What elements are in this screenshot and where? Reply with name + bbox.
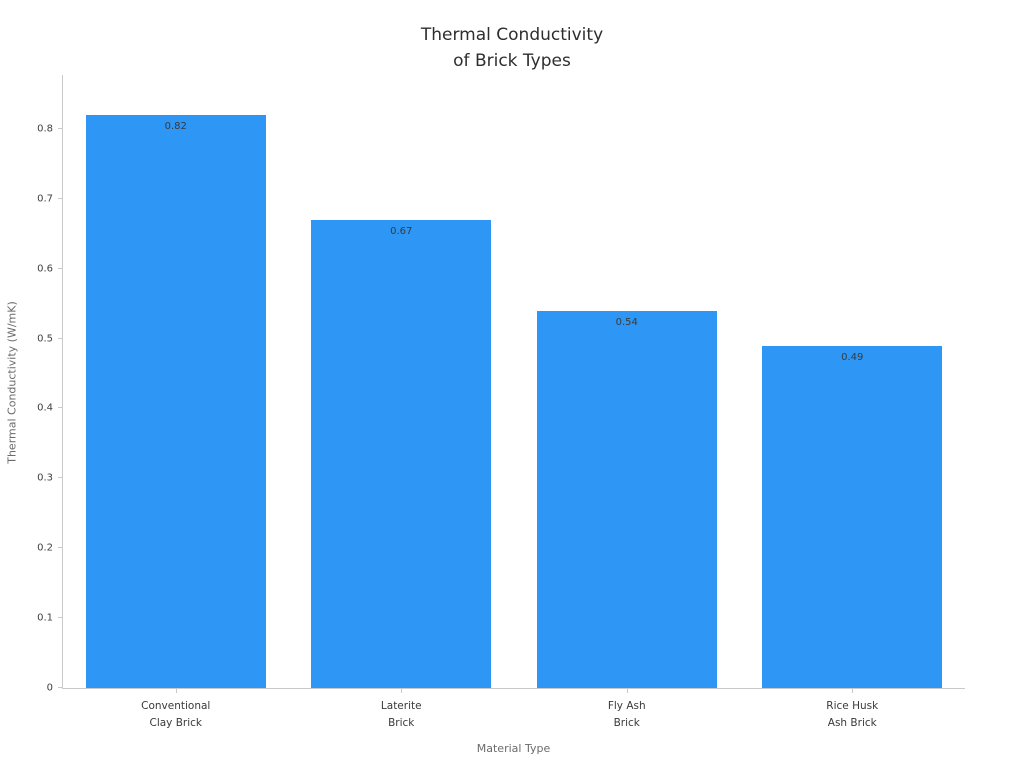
chart-title: Thermal Conductivity of Brick Types	[420, 25, 604, 72]
y-tick-label: 0.2	[37, 542, 53, 554]
y-tick-label: 0	[46, 682, 53, 694]
y-tick-mark	[58, 617, 63, 619]
x-tick-label: Rice Husk Ash Brick	[826, 700, 879, 729]
bar-value-label: 0.67	[390, 225, 413, 237]
y-tick-mark	[58, 197, 63, 199]
y-tick-label: 0.1	[37, 612, 53, 624]
bar-series: 0.82 0.67 0.54 0.49	[63, 75, 965, 688]
y-tick-label: 0.5	[37, 333, 53, 345]
y-tick-mark	[58, 547, 63, 549]
y-tick-label: 0.3	[37, 472, 53, 484]
bar-value-label: 0.54	[615, 316, 638, 328]
bar-value-label: 0.82	[164, 120, 187, 132]
y-tick-mark	[58, 337, 63, 339]
x-tick-mark	[626, 688, 628, 693]
bar: 0.82	[85, 114, 266, 688]
plot-area: 0.82 0.67 0.54 0.49 0 0.1 0.2 0.3 0.4 0.5 0.6 0.7 0…	[37, 75, 965, 729]
x-tick-mark	[852, 688, 854, 693]
bar: 0.67	[311, 219, 492, 688]
x-tick-label: Fly Ash Brick	[607, 700, 646, 729]
y-axis-title: Thermal Conductivity (W/mK)	[5, 301, 19, 464]
y-tick-mark	[58, 407, 63, 409]
y-tick-mark	[58, 127, 63, 129]
x-tick-label: Conventional Clay Brick	[141, 700, 211, 729]
bar-value-label: 0.49	[841, 351, 864, 363]
y-tick-mark	[58, 477, 63, 479]
y-tick-mark	[58, 687, 63, 688]
x-tick-mark	[401, 688, 403, 693]
y-tick-label: 0.6	[37, 263, 53, 275]
y-tick-label: 0.8	[37, 123, 53, 135]
bar: 0.49	[762, 345, 943, 688]
x-tick-mark	[175, 688, 177, 693]
bar: 0.54	[536, 310, 717, 688]
x-tick-label: Laterite Brick	[380, 700, 422, 729]
x-axis-title: Material Type	[476, 742, 551, 755]
y-tick-mark	[58, 267, 63, 269]
y-tick-label: 0.7	[37, 193, 53, 205]
y-tick-label: 0.4	[37, 402, 53, 414]
